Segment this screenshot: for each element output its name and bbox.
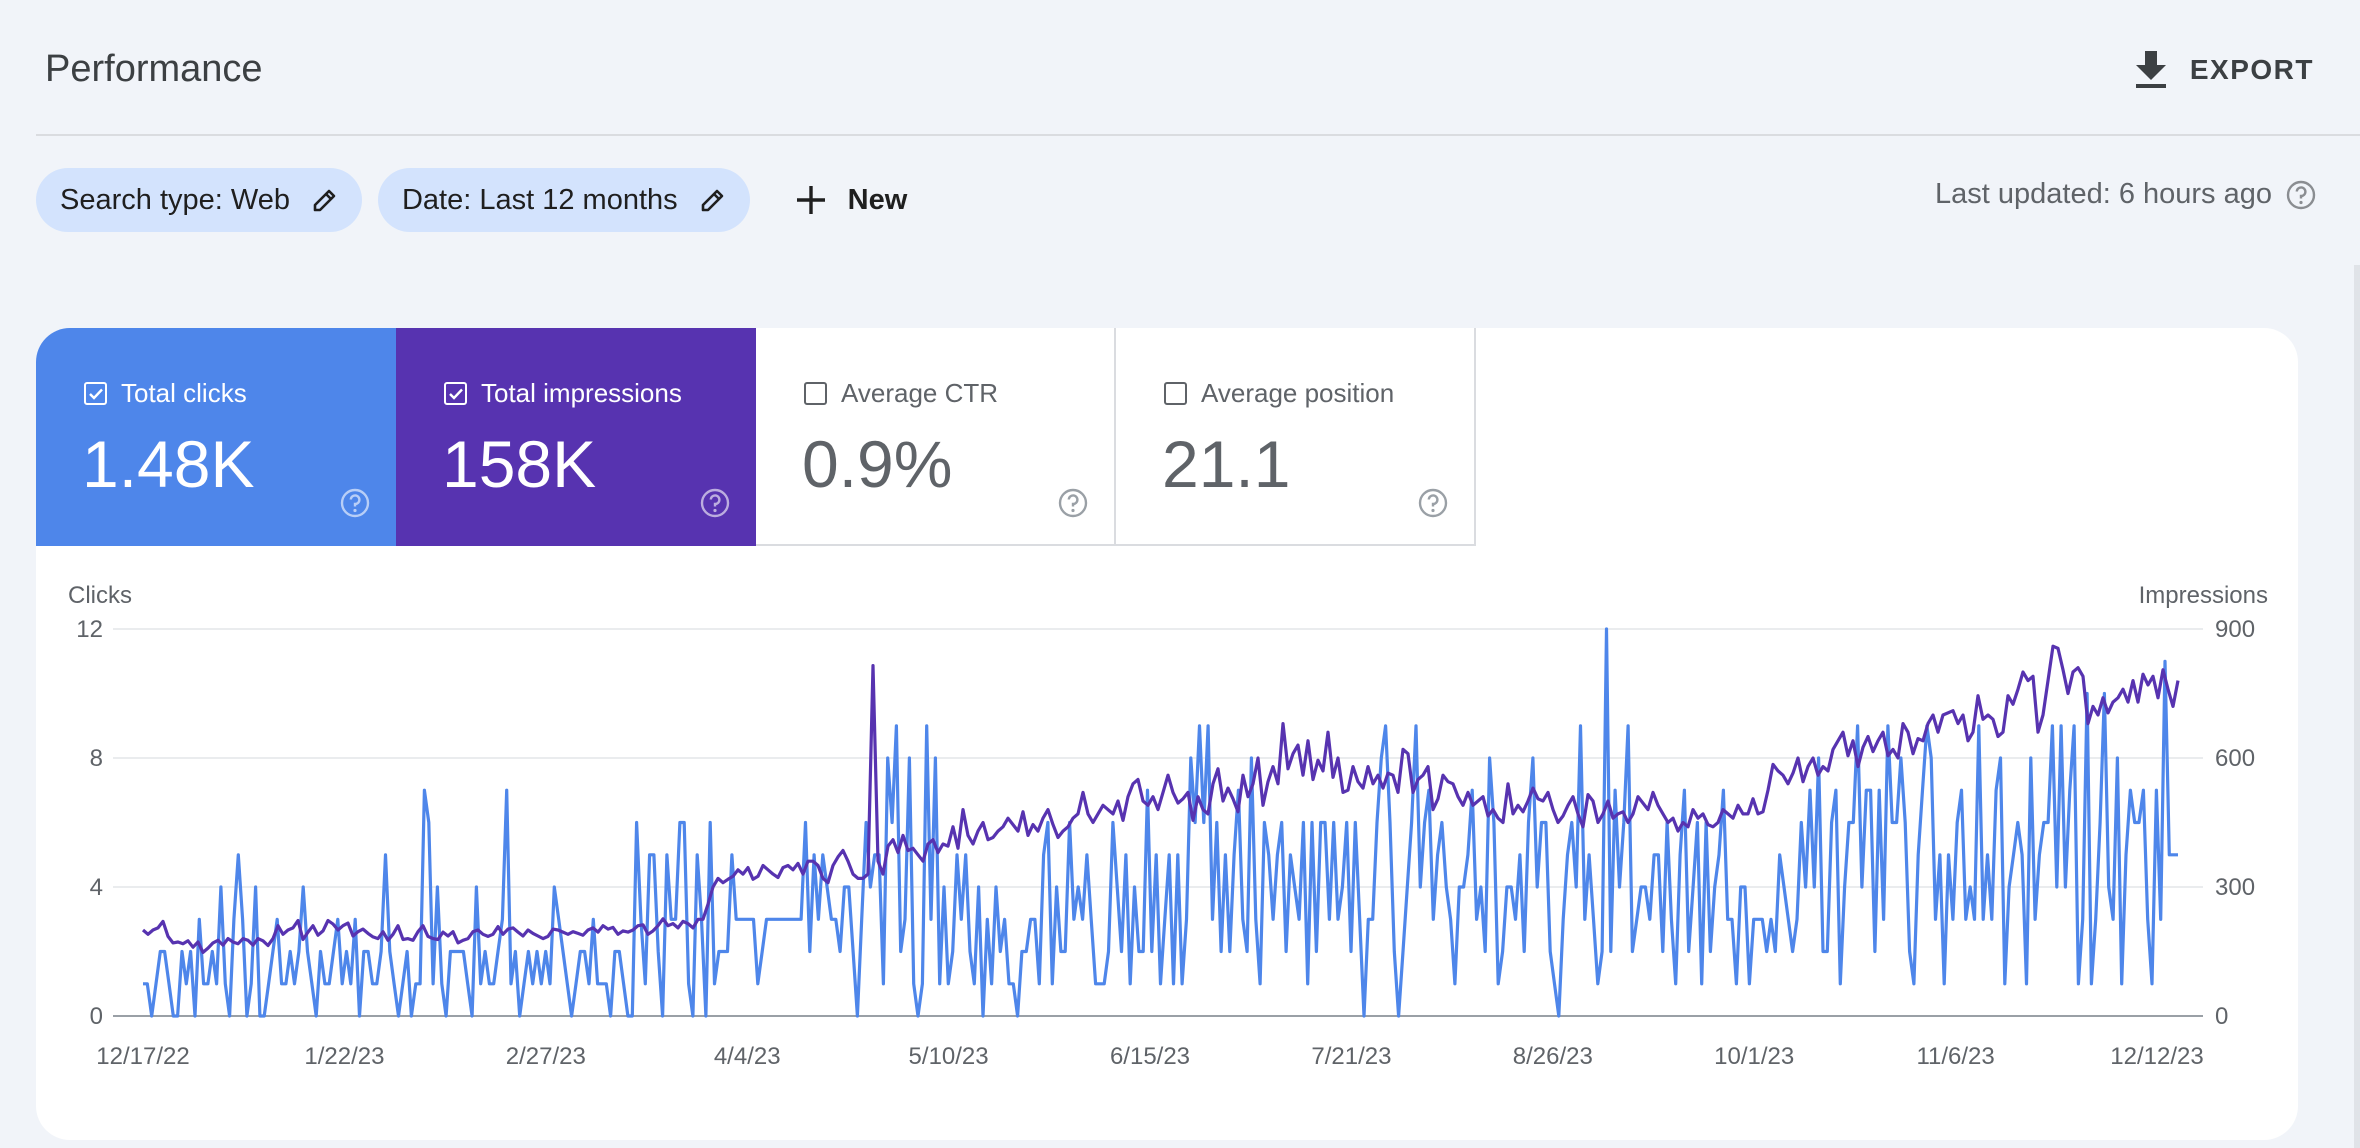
help-icon[interactable] xyxy=(1058,488,1088,518)
metric-average-ctr[interactable]: Average CTR 0.9% xyxy=(756,328,1116,546)
y-right-tick-label: 900 xyxy=(2215,616,2255,643)
metric-label: Total impressions xyxy=(481,378,682,408)
y-left-tick-label: 0 xyxy=(90,1003,103,1030)
x-tick-label: 12/17/22 xyxy=(96,1043,189,1070)
y-left-tick-label: 4 xyxy=(90,874,103,901)
help-icon[interactable] xyxy=(700,488,730,518)
y-left-tick-label: 8 xyxy=(90,745,103,772)
last-updated-text: Last updated: 6 hours ago xyxy=(1935,178,2272,210)
x-tick-label: 12/12/23 xyxy=(2110,1043,2203,1070)
x-tick-label: 1/22/23 xyxy=(304,1043,384,1070)
y-right-tick-labels: 0 300 600 900 xyxy=(2215,616,2255,1030)
x-tick-labels: 12/17/22 1/22/23 2/27/23 4/4/23 5/10/23 6/15/… xyxy=(96,1043,2203,1070)
page-title: Performance xyxy=(45,48,263,90)
y-left-tick-label: 12 xyxy=(76,616,103,643)
impressions-series-line xyxy=(141,644,2180,954)
new-filter-button[interactable]: New xyxy=(766,168,928,232)
new-filter-label: New xyxy=(847,183,908,216)
date-filter-chip[interactable]: Date: Last 12 months xyxy=(377,168,750,232)
y-right-tick-label: 600 xyxy=(2215,745,2255,772)
y-left-tick-labels: 0 4 8 12 xyxy=(76,616,103,1030)
performance-card: Total clicks 1.48K Total impressions 158… xyxy=(36,328,2298,1140)
metric-label: Average position xyxy=(1201,378,1395,408)
metric-label: Average CTR xyxy=(841,378,999,408)
x-tick-label: 10/1/23 xyxy=(1714,1043,1794,1070)
metric-value: 1.48K xyxy=(82,427,255,501)
chart-series xyxy=(141,627,2180,1018)
edit-pencil-icon[interactable] xyxy=(312,187,338,213)
y-right-tick-label: 0 xyxy=(2215,1003,2228,1030)
y-right-tick-label: 300 xyxy=(2215,874,2255,901)
download-icon xyxy=(2135,51,2166,88)
metric-tabs: Total clicks 1.48K Total impressions 158… xyxy=(36,328,1476,546)
clicks-series-line xyxy=(143,627,2178,1018)
filter-bar: Search type: Web Date: Last 12 months Ne… xyxy=(36,168,927,232)
checkbox-unchecked-icon[interactable] xyxy=(804,382,827,405)
y-left-axis-title: Clicks xyxy=(68,582,132,609)
metric-value: 0.9% xyxy=(802,427,953,501)
metric-total-impressions[interactable]: Total impressions 158K xyxy=(396,328,756,546)
search-type-label: Search type: Web xyxy=(60,183,290,216)
checkbox-checked-icon[interactable] xyxy=(84,382,107,405)
y-right-axis-title: Impressions xyxy=(2139,582,2268,609)
checkbox-unchecked-icon[interactable] xyxy=(1164,382,1187,405)
help-icon[interactable] xyxy=(340,488,370,518)
page-scrollbar[interactable] xyxy=(2354,265,2360,1148)
metric-average-position[interactable]: Average position 21.1 xyxy=(1116,328,1476,546)
help-icon[interactable] xyxy=(2286,180,2316,210)
x-tick-label: 11/6/23 xyxy=(1916,1043,1994,1070)
x-tick-label: 4/4/23 xyxy=(714,1043,781,1070)
header-divider xyxy=(36,134,2360,136)
performance-chart[interactable]: Clicks Impressions 0 4 8 12 0 300 600 900 12/1… xyxy=(36,546,2298,1140)
metric-value: 21.1 xyxy=(1162,427,1291,501)
last-updated: Last updated: 6 hours ago xyxy=(1935,178,2316,211)
checkbox-checked-icon[interactable] xyxy=(444,382,467,405)
x-tick-label: 5/10/23 xyxy=(909,1043,989,1070)
chart-svg: Clicks Impressions 0 4 8 12 0 300 600 900 12/1… xyxy=(68,582,2268,1070)
header: Performance EXPORT xyxy=(0,0,2360,135)
plus-icon xyxy=(796,186,825,214)
export-button[interactable]: EXPORT xyxy=(2134,44,2314,96)
date-filter-label: Date: Last 12 months xyxy=(401,183,678,216)
x-tick-label: 2/27/23 xyxy=(506,1043,586,1070)
export-label: EXPORT xyxy=(2189,54,2314,85)
x-tick-label: 8/26/23 xyxy=(1513,1043,1593,1070)
x-tick-label: 7/21/23 xyxy=(1311,1043,1391,1070)
edit-pencil-icon[interactable] xyxy=(700,187,726,213)
metric-label: Total clicks xyxy=(121,378,247,408)
metric-value: 158K xyxy=(442,427,597,501)
metric-total-clicks[interactable]: Total clicks 1.48K xyxy=(36,328,396,546)
search-type-filter-chip[interactable]: Search type: Web xyxy=(36,168,362,232)
x-tick-label: 6/15/23 xyxy=(1110,1043,1190,1070)
chart-gridlines xyxy=(113,628,2203,1017)
help-icon[interactable] xyxy=(1418,488,1448,518)
